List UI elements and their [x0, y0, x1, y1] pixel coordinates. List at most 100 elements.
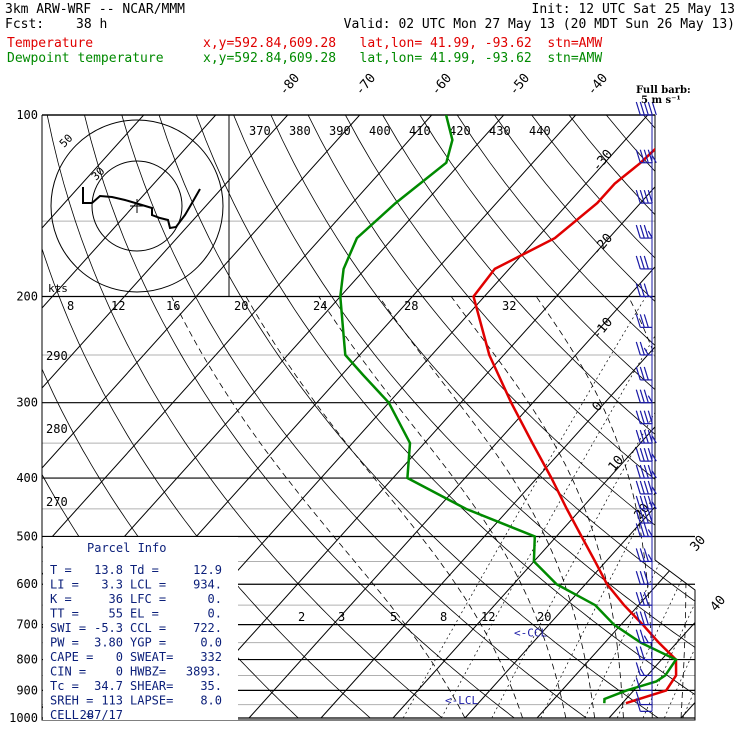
isotherm [42, 115, 289, 719]
isotherm [536, 115, 695, 719]
theta-label: 400 [369, 124, 391, 138]
wind-barb [635, 646, 652, 661]
dry-adiabat [233, 115, 695, 719]
theta-label: 370 [249, 124, 271, 138]
parcel-param-label: LI = [50, 578, 79, 592]
init-time: Init: 12 UTC Sat 25 May 13 [531, 2, 736, 17]
isotherm-label: -70 [353, 71, 380, 99]
dewpoint-legend: Dewpoint temperature [7, 51, 164, 66]
dry-adiabat [345, 115, 695, 719]
isotherm [176, 115, 695, 719]
parcel-param-value: 0.0 [200, 636, 222, 650]
parcel-param-label: CIN = [50, 665, 86, 679]
wind-barb [635, 366, 652, 381]
parcel-param-label: Td = [130, 563, 159, 577]
pressure-tick-label: 600 [16, 577, 38, 591]
wind-barb [635, 677, 652, 692]
parcel-param-value: 8.0 [200, 694, 222, 708]
pressure-tick-label: 100 [16, 108, 38, 122]
isotherm [42, 115, 433, 719]
parcel-param-label: LAPSE= [130, 694, 173, 708]
parcel-param-value: 12.9 [193, 563, 222, 577]
theta-label: 410 [409, 124, 431, 138]
wind-barb [635, 691, 652, 706]
parcel-param-value: 35. [200, 679, 222, 693]
dry-adiabat [643, 115, 695, 719]
dewpoint-location: x,y=592.84,609.28 lat,lon= 41.99, -93.62… [203, 51, 603, 66]
parcel-param-label: SHEAR= [130, 679, 173, 693]
dry-adiabat [121, 115, 587, 719]
mixing-ratio-label: 12 [111, 299, 125, 313]
barb-key-title: Full barb: [636, 85, 691, 96]
dry-adiabat [419, 115, 695, 719]
mixing-ratio-line [682, 296, 695, 719]
parcel-param-value: 55 [109, 607, 123, 621]
parcel-param-value: 0. [208, 607, 222, 621]
theta-label: 430 [489, 124, 511, 138]
mixing-ratio-line [402, 296, 647, 719]
wind-barb [635, 447, 657, 462]
parcel-param-label: Tc = [50, 679, 79, 693]
wind-barb [635, 464, 657, 479]
pressure-tick-label: 700 [16, 618, 38, 632]
mixing-ratio-label: 8 [440, 610, 447, 624]
pressure-tick-label: 1000 [9, 711, 38, 725]
dry-adiabat [680, 115, 695, 719]
wind-barb [635, 314, 652, 328]
parcel-param-label: PW = [50, 636, 79, 650]
mixing-ratio-label: 20 [537, 610, 551, 624]
dry-adiabat [382, 115, 695, 719]
parcel-param-value: -5.3 [94, 621, 123, 635]
mixing-ratio-line [642, 296, 695, 719]
hodograph-ring-label: 50 [57, 132, 76, 151]
isotherm-label: -60 [429, 71, 456, 99]
mixing-ratio-label: 2 [298, 610, 305, 624]
parcel-param-label: CAPE = [50, 650, 93, 664]
mixing-ratio-label: 28 [404, 299, 418, 313]
mixing-ratio-label: 20 [234, 299, 248, 313]
model-title: 3km ARW-WRF -- NCAR/MMM [5, 2, 186, 17]
parcel-param-label: T = [50, 563, 72, 577]
dry-adiabat [307, 115, 695, 719]
wind-barb [635, 283, 652, 298]
mixing-ratio-label: 8 [67, 299, 74, 313]
mixing-ratio-line [616, 296, 695, 719]
parcel-param-label: SWEAT= [130, 650, 173, 664]
hodograph-ring-label: 30 [89, 165, 108, 184]
parcel-param-label: SWI = [50, 621, 86, 635]
temperature-legend: Temperature [7, 36, 94, 51]
valid-time: Valid: 02 UTC Mon 27 May 13 (20 MDT Sun … [343, 17, 735, 32]
lcl-label: <-LCL [445, 694, 478, 707]
wind-barb [635, 698, 652, 712]
isotherm [42, 115, 217, 719]
isotherm-label: 40 [708, 593, 730, 615]
parcel-info-panel: Parcel Info T = 13.8 Td = 12.9 LI = 3.3 LCL = 93… [43, 537, 238, 722]
isotherm [42, 115, 361, 719]
dry-adiabat-label: 280 [46, 422, 68, 436]
moist-adiabat [378, 296, 595, 719]
parcel-param-value: 36 [109, 592, 123, 606]
parcel-param-label: SREH = [50, 694, 93, 708]
dry-adiabat-label: 270 [46, 495, 68, 509]
temperature-location: x,y=592.84,609.28 lat,lon= 41.99, -93.62… [203, 36, 603, 51]
mixing-ratio-label: 24 [313, 299, 327, 313]
pressure-tick-label: 500 [16, 529, 38, 543]
parcel-param-value: 3.80 [94, 636, 123, 650]
moist-adiabat [245, 296, 523, 719]
wind-barb [635, 662, 652, 677]
dry-adiabat [456, 115, 695, 719]
pressure-tick-label: 900 [16, 683, 38, 697]
wind-barb [635, 611, 652, 626]
mixing-ratio-label: 5 [390, 610, 397, 624]
parcel-param-value: 0 [116, 650, 123, 664]
ccl-label: <-CCL [514, 627, 547, 640]
dry-adiabat [195, 115, 695, 719]
hodograph-units: kts [48, 282, 68, 295]
wind-barb [635, 410, 653, 425]
dry-adiabat [84, 115, 515, 719]
pressure-tick-label: 400 [16, 471, 38, 485]
moist-adiabat [710, 297, 730, 719]
wind-barb [635, 389, 653, 404]
mixing-ratio-label: 3 [338, 610, 345, 624]
